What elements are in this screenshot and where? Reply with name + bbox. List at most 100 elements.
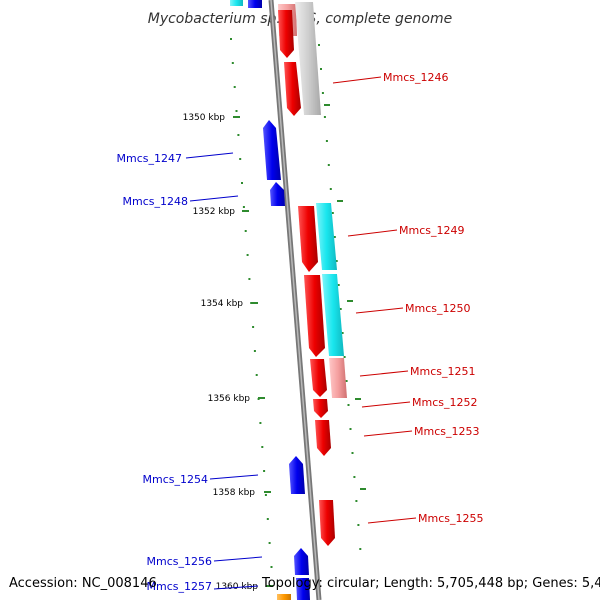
tick-dot (235, 110, 238, 112)
tick-dot (320, 68, 322, 70)
tick-dot (239, 158, 242, 160)
scale-label: 1350 kbp (183, 113, 226, 123)
gene-label-mmcs-1248[interactable]: Mmcs_1248 (123, 195, 188, 208)
topology-text: Topology: circular; Length: 5,705,448 bp… (261, 576, 600, 591)
scale-tick (242, 210, 249, 212)
leader-line (213, 585, 259, 590)
tick-dot (337, 284, 340, 286)
hit-cyan-1249 (316, 203, 337, 270)
scale-label: 1354 kbp (201, 299, 244, 309)
hit-cyan-1250 (322, 274, 344, 356)
tick-dot (335, 260, 338, 262)
gene-label-mmcs-1247[interactable]: Mmcs_1247 (117, 152, 182, 165)
gene-label-mmcs-1251[interactable]: Mmcs_1251 (410, 365, 475, 378)
scale-tick (233, 116, 240, 118)
gene-arrow-mmcs-1254[interactable] (289, 456, 305, 494)
gene-label-mmcs-1249[interactable]: Mmcs_1249 (399, 224, 464, 237)
tick-dot (266, 518, 269, 520)
tick-dot (327, 164, 330, 166)
gene-arrow-mmcs-1248[interactable] (270, 182, 285, 206)
scale-tick (251, 302, 258, 304)
tick-dot (242, 206, 245, 208)
tick-dash (347, 300, 353, 302)
scale-label: 1358 kbp (213, 488, 256, 498)
scale-tick (264, 491, 271, 493)
scale-tick (266, 585, 273, 587)
tick-dot (343, 356, 346, 358)
gene-arrow-mmcs-1256[interactable] (294, 548, 309, 575)
gene-arrow-mmcs-1245[interactable] (278, 10, 294, 58)
left-tick-track (230, 38, 273, 568)
gene-arrow-top-blue[interactable] (248, 0, 262, 8)
tick-dot (345, 380, 348, 382)
tick-dot (357, 524, 360, 526)
gene-arrow-mmcs-1246[interactable] (284, 62, 301, 116)
tick-dot (329, 188, 332, 190)
tick-dot (339, 308, 342, 310)
gene-arrow-mmcs-1250[interactable] (304, 275, 325, 357)
scale-tick (258, 397, 265, 399)
tick-dot (263, 470, 266, 472)
tick-dot (241, 182, 243, 184)
gene-arrow-mmcs-1249[interactable] (298, 206, 318, 272)
tick-dot (264, 494, 267, 496)
gene-label-mmcs-1254[interactable]: Mmcs_1254 (143, 473, 208, 486)
leader-line (189, 195, 239, 202)
tick-dot (321, 92, 324, 94)
tick-dot (355, 500, 358, 502)
gene-label-mmcs-1257[interactable]: Mmcs_1257 (147, 580, 212, 593)
forward-genes (278, 10, 335, 546)
tick-dot (268, 542, 271, 544)
tick-dot (253, 350, 256, 352)
gene-label-mmcs-1255[interactable]: Mmcs_1255 (418, 512, 483, 525)
gene-labels: Mmcs_1246 Mmcs_1249 Mmcs_1250 Mmcs_1251 Mmcs… (117, 71, 484, 593)
tick-dot (318, 44, 320, 46)
tick-dot (333, 236, 336, 238)
gene-arrow-mmcs-1251[interactable] (310, 359, 327, 397)
leader-line (363, 430, 413, 437)
gene-label-mmcs-1252[interactable]: Mmcs_1252 (412, 396, 477, 409)
tick-dot (252, 326, 255, 328)
gene-arrow-mmcs-1257[interactable] (296, 578, 310, 600)
tick-dot (351, 452, 354, 454)
reverse-genes (248, 0, 310, 600)
tick-dot (331, 212, 334, 214)
leader-line (347, 229, 398, 237)
gene-arrow-mmcs-1247[interactable] (263, 120, 281, 180)
right-tick-track (318, 44, 366, 550)
hit-gray-1246 (295, 2, 321, 115)
tick-dot (341, 332, 344, 334)
accession-text: Accession: NC_008146 (9, 576, 157, 591)
hit-pink-1251 (329, 358, 347, 398)
tick-dot (244, 230, 247, 232)
tick-dot (359, 548, 362, 550)
tick-dot (270, 566, 273, 568)
gene-arrow-mmcs-1252[interactable] (313, 399, 328, 418)
scale-label: 1352 kbp (193, 207, 236, 217)
leader-line (332, 76, 382, 84)
gene-arrow-mmcs-1253[interactable] (315, 420, 331, 456)
gene-label-mmcs-1246[interactable]: Mmcs_1246 (383, 71, 448, 84)
tick-dot (325, 140, 328, 142)
gene-label-mmcs-1253[interactable]: Mmcs_1253 (414, 425, 479, 438)
tick-dot (233, 86, 236, 88)
tick-dot (237, 134, 240, 136)
gene-label-mmcs-1250[interactable]: Mmcs_1250 (405, 302, 470, 315)
tick-dot (323, 116, 326, 118)
gene-label-mmcs-1256[interactable]: Mmcs_1256 (147, 555, 212, 568)
scale-label: 1356 kbp (208, 394, 251, 404)
tick-dash (337, 200, 343, 202)
tick-dot (353, 476, 356, 478)
hit-orange-bottom (277, 594, 291, 600)
gene-arrow-mmcs-1255[interactable] (319, 500, 335, 546)
tick-dot (246, 254, 249, 256)
leader-line (361, 401, 411, 408)
hit-cyan-top (230, 0, 243, 6)
tick-dot (259, 422, 262, 424)
tick-dash (355, 398, 361, 400)
tick-dot (231, 62, 234, 64)
scale-labels: 1350 kbp 1352 kbp 1354 kbp 1356 kbp 1358 kbp… (183, 113, 273, 592)
tick-dash (360, 488, 366, 490)
tick-dot (255, 374, 258, 376)
